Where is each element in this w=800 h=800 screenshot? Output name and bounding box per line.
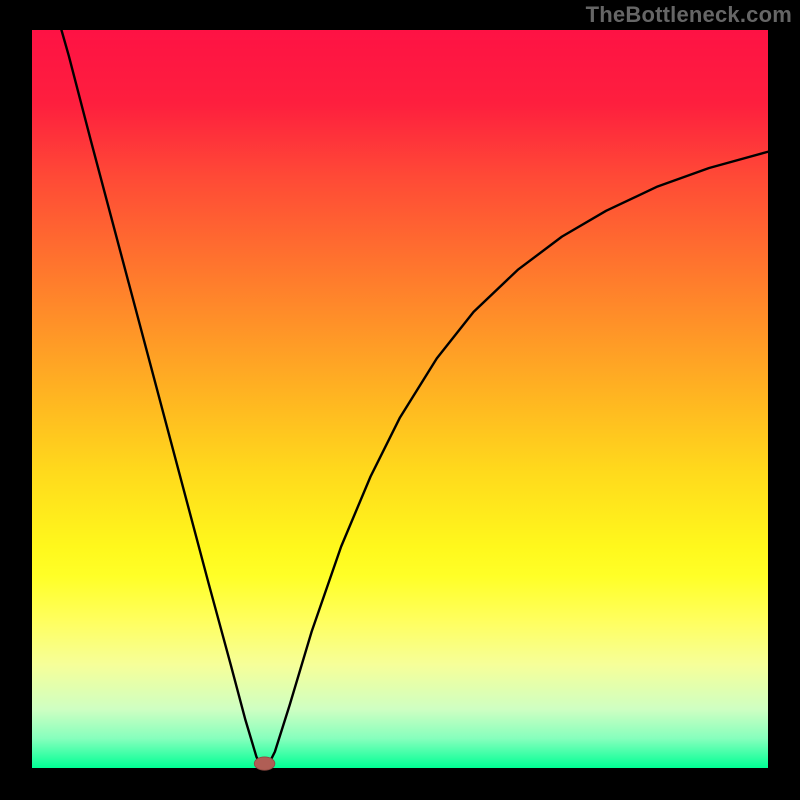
watermark-text: TheBottleneck.com (586, 2, 792, 28)
optimal-point-marker (254, 757, 275, 770)
chart-container: TheBottleneck.com (0, 0, 800, 800)
plot-background (32, 30, 768, 768)
bottleneck-chart (0, 0, 800, 800)
